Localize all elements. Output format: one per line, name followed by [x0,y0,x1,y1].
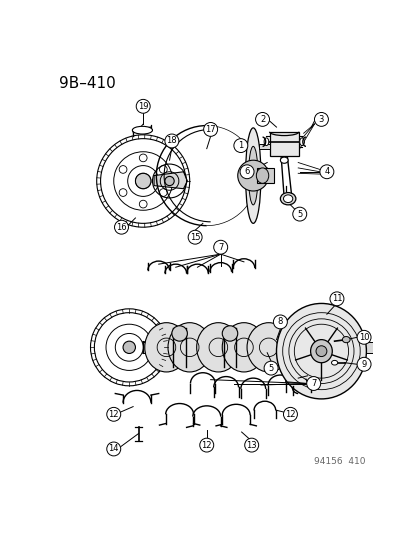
Text: 2: 2 [259,115,265,124]
Ellipse shape [119,189,127,196]
Text: 7: 7 [218,243,223,252]
Circle shape [319,165,333,179]
Text: 3: 3 [318,115,323,124]
Ellipse shape [263,138,268,146]
Text: 11: 11 [331,294,342,303]
Text: 5: 5 [297,209,301,219]
Ellipse shape [331,360,337,365]
Ellipse shape [123,341,135,353]
Circle shape [329,292,343,306]
Circle shape [314,112,328,126]
Circle shape [356,330,370,344]
Ellipse shape [280,192,295,205]
Ellipse shape [119,166,127,173]
Ellipse shape [283,195,292,203]
Text: 12: 12 [285,410,295,419]
Circle shape [199,438,213,452]
Text: 19: 19 [138,102,148,111]
Ellipse shape [310,340,332,363]
Text: 18: 18 [166,136,177,146]
Ellipse shape [245,128,260,223]
Bar [143,342,376,353]
Ellipse shape [196,322,240,372]
Text: 12: 12 [108,410,119,419]
Text: 13: 13 [246,441,256,450]
Ellipse shape [222,326,237,341]
Ellipse shape [132,126,152,134]
Ellipse shape [342,336,349,343]
Circle shape [263,361,278,375]
Ellipse shape [139,154,147,161]
Circle shape [107,442,121,456]
Circle shape [164,134,178,148]
Text: 16: 16 [116,223,126,232]
Ellipse shape [256,168,268,183]
Ellipse shape [247,322,290,372]
Ellipse shape [159,166,167,173]
Circle shape [114,220,128,234]
Circle shape [203,123,217,136]
Circle shape [136,99,150,113]
Circle shape [356,357,370,371]
Text: 7: 7 [310,379,316,388]
Text: 9B–410: 9B–410 [59,76,116,91]
Ellipse shape [164,176,174,185]
Text: 8: 8 [277,318,282,326]
Text: 6: 6 [244,167,249,176]
Text: 1: 1 [237,141,243,150]
Ellipse shape [139,200,147,208]
Text: 14: 14 [108,445,119,454]
Circle shape [255,112,269,126]
Circle shape [107,407,121,421]
Bar [269,132,298,156]
Ellipse shape [171,326,187,341]
Text: 5: 5 [268,364,273,373]
Ellipse shape [248,147,257,205]
Circle shape [244,438,258,452]
Bar [258,144,269,149]
Circle shape [233,139,247,152]
Ellipse shape [145,322,188,372]
Bar [256,168,273,183]
Ellipse shape [135,173,151,189]
Circle shape [240,165,254,179]
Ellipse shape [280,157,287,163]
Text: 10: 10 [358,333,368,342]
Ellipse shape [315,346,326,357]
Text: 15: 15 [190,233,200,241]
Circle shape [306,377,320,391]
Text: 17: 17 [205,125,216,134]
Text: 94156  410: 94156 410 [313,457,365,466]
Circle shape [292,207,306,221]
Ellipse shape [237,160,268,191]
Circle shape [213,240,227,254]
Text: 9: 9 [361,360,366,369]
Ellipse shape [168,322,211,372]
Ellipse shape [276,303,366,399]
Circle shape [188,230,202,244]
Circle shape [283,407,297,421]
Text: 4: 4 [323,167,329,176]
Polygon shape [154,172,187,189]
Circle shape [273,315,287,329]
Text: 12: 12 [201,441,211,450]
Ellipse shape [222,322,265,372]
Ellipse shape [159,189,167,196]
Ellipse shape [299,138,304,146]
